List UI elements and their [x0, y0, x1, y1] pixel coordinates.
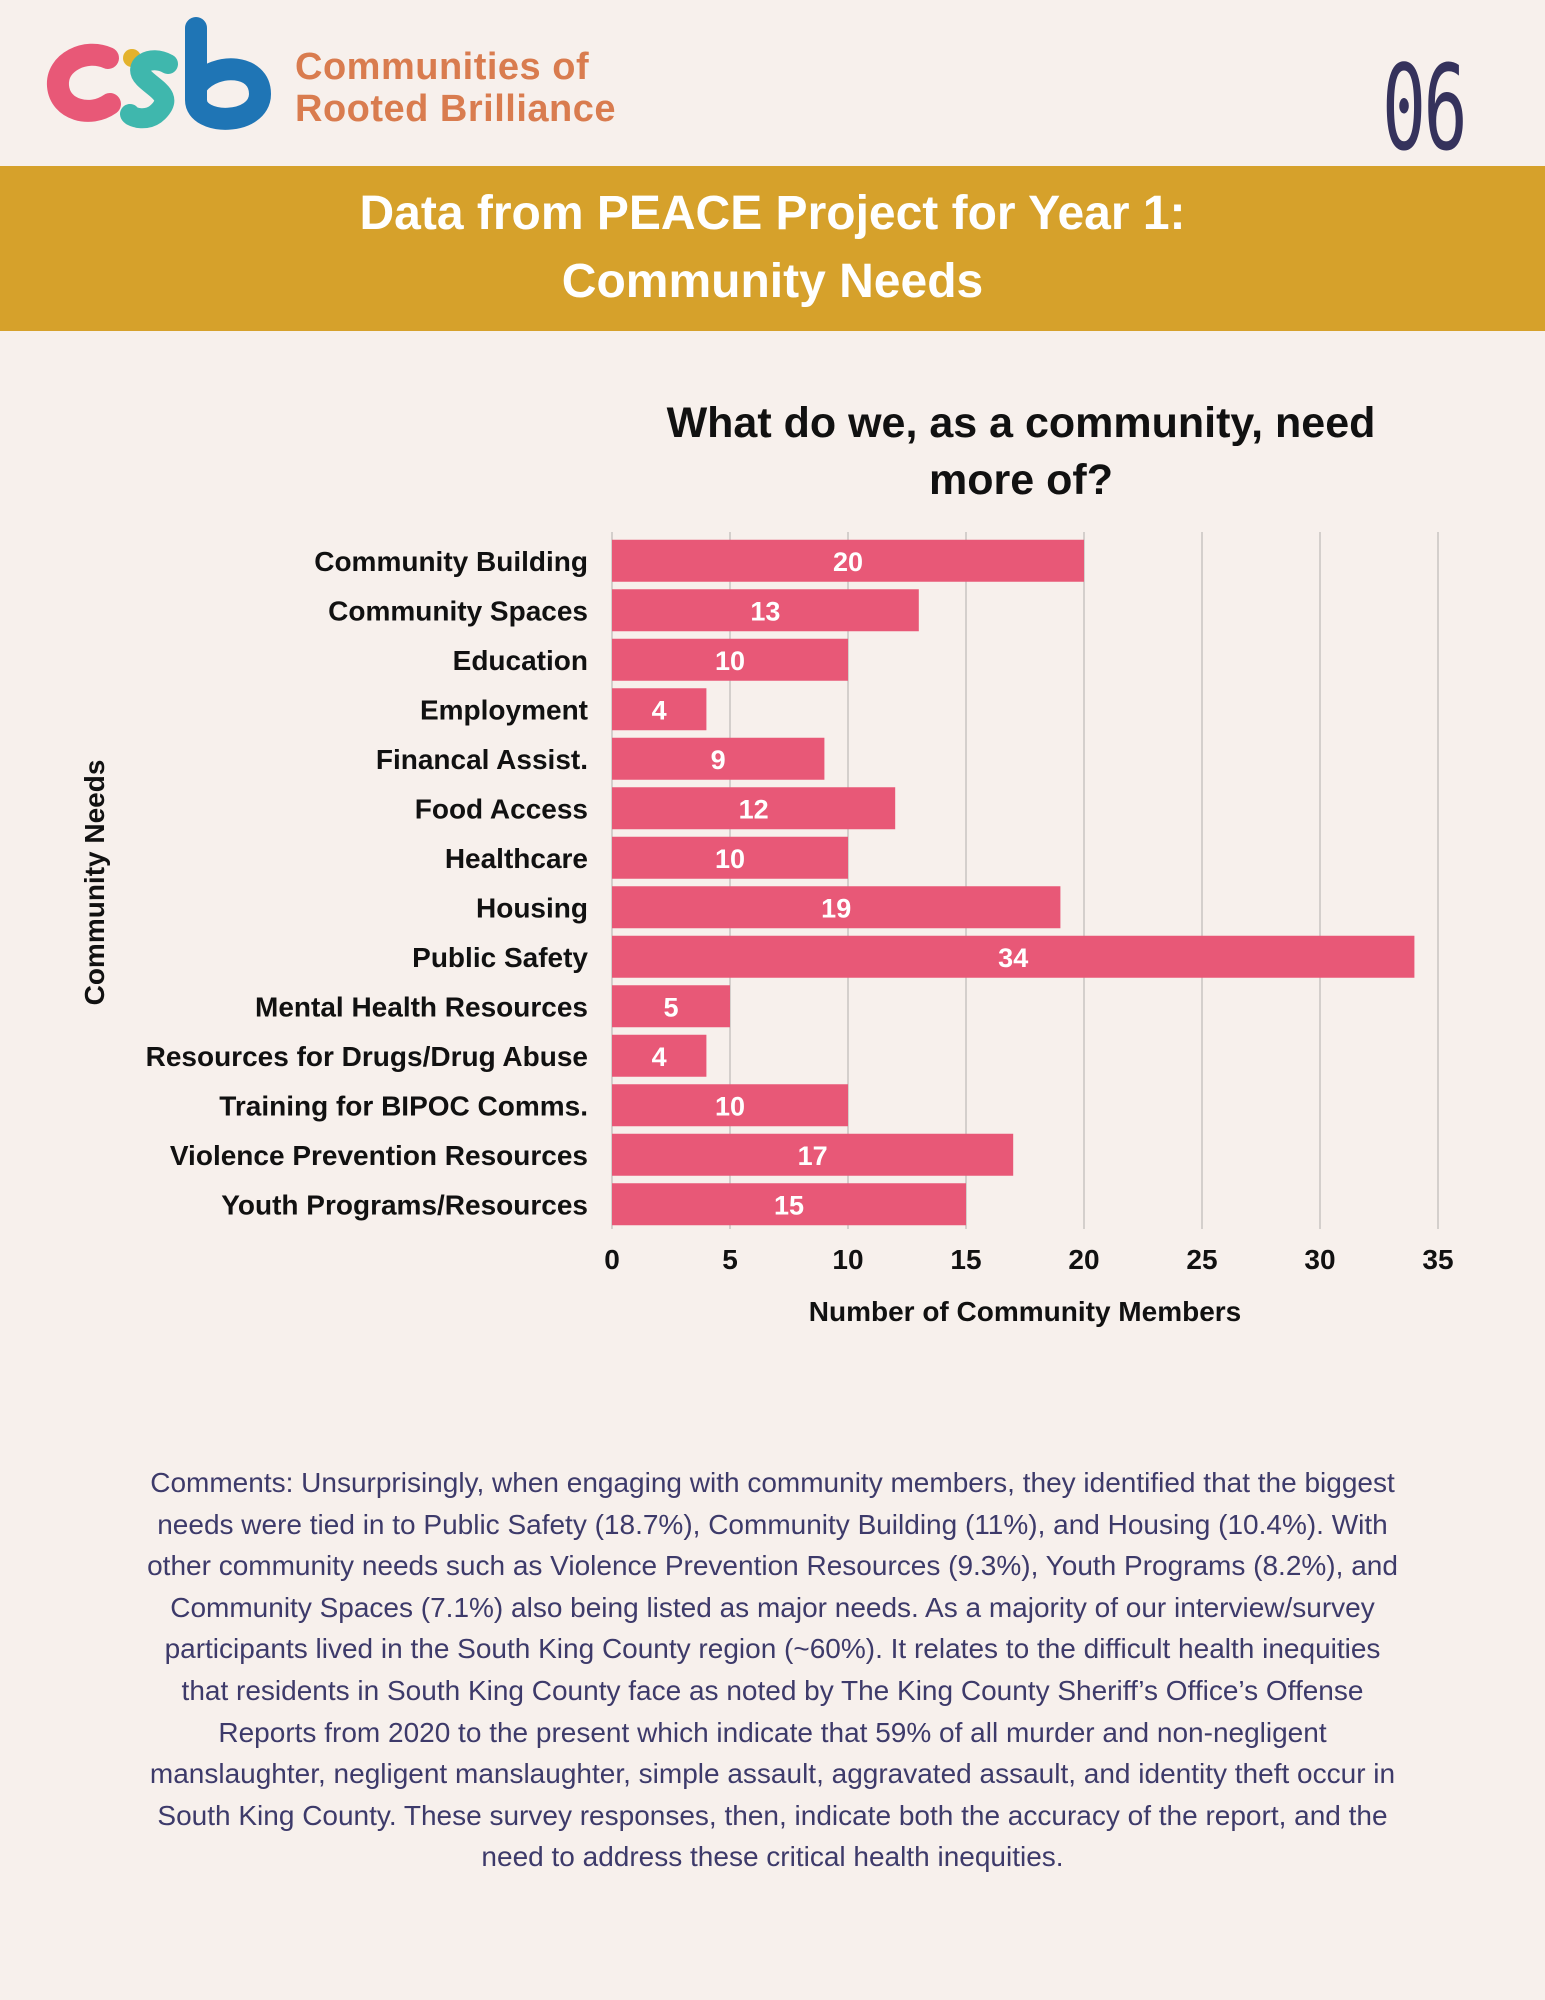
y-category-label: Resources for Drugs/Drug Abuse [146, 1041, 588, 1072]
y-category-label: Community Building [314, 546, 588, 577]
bar-value-label: 4 [652, 1042, 667, 1072]
y-category-label: Housing [476, 892, 588, 923]
x-axis-label: Number of Community Members [809, 1296, 1242, 1327]
x-tick-label: 15 [950, 1244, 981, 1275]
x-tick-label: 25 [1186, 1244, 1217, 1275]
y-category-label: Financal Assist. [376, 744, 588, 775]
y-category-label: Healthcare [445, 843, 588, 874]
bar-value-label: 17 [798, 1141, 828, 1171]
bar [612, 836, 848, 879]
chart-title-line1: What do we, as a community, need [667, 399, 1376, 447]
y-category-label: Training for BIPOC Comms. [219, 1090, 588, 1121]
bar [612, 1183, 966, 1226]
bar-value-label: 10 [715, 646, 745, 676]
bar [612, 1133, 1014, 1176]
bar-value-label: 5 [663, 992, 678, 1022]
title-banner [0, 166, 1545, 331]
banner-text: Data from PEACE Project for Year 1: Comm… [0, 180, 1545, 316]
logo-letter-s [120, 50, 178, 129]
y-category-label: Violence Prevention Resources [170, 1140, 588, 1171]
banner-line2: Community Needs [561, 255, 984, 308]
bar-value-label: 10 [715, 1091, 745, 1121]
community-needs-bar-chart: What do we, as a community, need more of?… [79, 399, 1454, 1327]
org-name-line2: Rooted Brilliance [295, 88, 616, 130]
y-category-label: Mental Health Resources [255, 991, 588, 1022]
comments-paragraph: Comments: Unsurprisingly, when engaging … [147, 1467, 1398, 1873]
y-category-label: Employment [420, 694, 588, 725]
bar [612, 787, 896, 830]
banner-line1: Data from PEACE Project for Year 1: [359, 187, 1186, 240]
bar-value-label: 10 [715, 844, 745, 874]
y-category-label: Public Safety [412, 942, 588, 973]
bar [612, 935, 1415, 978]
y-axis-label: Community Needs [79, 760, 110, 1006]
y-category-label: Community Spaces [328, 595, 588, 626]
bar-value-label: 20 [833, 547, 863, 577]
bar [612, 985, 730, 1028]
bar-value-label: 15 [774, 1190, 804, 1220]
y-category-label: Food Access [415, 793, 588, 824]
bar [612, 539, 1084, 582]
bar [612, 886, 1061, 929]
bar-value-label: 4 [652, 695, 667, 725]
logo-letter-c [47, 43, 121, 122]
x-tick-label: 5 [722, 1244, 738, 1275]
logo-letter-b [185, 17, 272, 130]
bar [612, 1084, 848, 1127]
x-tick-label: 35 [1422, 1244, 1453, 1275]
bar-value-label: 19 [821, 893, 851, 923]
bar [612, 1034, 707, 1077]
bar [612, 589, 919, 632]
chart-title-line2: more of? [929, 456, 1113, 504]
bar [612, 688, 707, 731]
bar [612, 638, 848, 681]
bar-value-label: 12 [739, 794, 769, 824]
y-category-label: Youth Programs/Resources [221, 1189, 588, 1220]
bar [612, 737, 825, 780]
page-header: Communities of Rooted Brilliance 06 [0, 0, 1545, 177]
y-category-label: Education [453, 645, 588, 676]
crb-logo [47, 17, 272, 130]
page-number: 06 [1381, 39, 1468, 177]
bar-value-label: 13 [750, 596, 780, 626]
x-tick-label: 10 [832, 1244, 863, 1275]
x-tick-label: 0 [604, 1244, 620, 1275]
organization-name: Communities of Rooted Brilliance [295, 46, 616, 130]
org-name-line1: Communities of [295, 46, 590, 88]
bar-value-label: 9 [711, 745, 726, 775]
bar-value-label: 34 [998, 943, 1028, 973]
x-tick-label: 20 [1068, 1244, 1099, 1275]
x-tick-label: 30 [1304, 1244, 1335, 1275]
